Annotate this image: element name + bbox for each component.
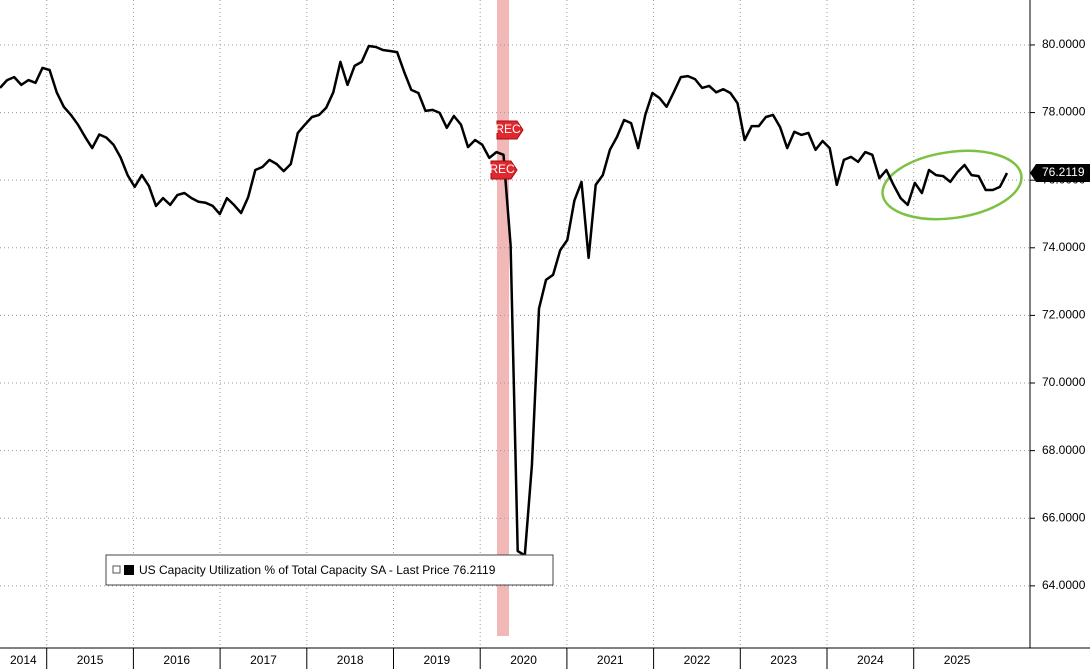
rec-label: REC	[495, 122, 521, 136]
rec-label: REC	[489, 162, 515, 176]
legend-expander	[112, 565, 121, 574]
rec-flag	[490, 160, 518, 180]
x-tick-label: 2022	[684, 653, 711, 667]
legend-swatch	[124, 565, 134, 575]
legend-box	[105, 554, 554, 586]
legend: US Capacity Utilization % of Total Capac…	[105, 554, 554, 586]
x-tick-label: 2021	[597, 653, 624, 667]
series-line	[0, 44, 1009, 557]
rec-flag	[496, 120, 524, 140]
x-tick-label: 2024	[857, 653, 884, 667]
recession-band	[497, 0, 509, 636]
y-tick-label: 78.0000	[1042, 105, 1086, 119]
x-tick-label: 2016	[163, 653, 190, 667]
x-tick-label: 2019	[423, 653, 450, 667]
x-tick-label: 2020	[510, 653, 537, 667]
x-tick-label: 2025	[944, 653, 971, 667]
x-tick-label: 2015	[77, 653, 104, 667]
y-tick-label: 74.0000	[1042, 240, 1086, 254]
x-tick-label: 2018	[337, 653, 364, 667]
x-tick-label: 2017	[250, 653, 277, 667]
last-price-tag	[1030, 164, 1090, 183]
legend-label: US Capacity Utilization % of Total Capac…	[139, 563, 496, 577]
x-tick-label: 2023	[770, 653, 797, 667]
last-price-label: 76.2119	[1042, 165, 1085, 179]
y-tick-label: 66.0000	[1042, 510, 1086, 524]
y-tick-label: 80.0000	[1042, 37, 1086, 51]
y-tick-label: 72.0000	[1042, 308, 1086, 322]
y-tick-label: 64.0000	[1042, 578, 1086, 592]
y-tick-label: 70.0000	[1042, 375, 1086, 389]
x-tick-label: 2014	[10, 653, 37, 667]
highlight-ellipse	[881, 149, 1023, 221]
y-tick-label: 68.0000	[1042, 443, 1086, 457]
